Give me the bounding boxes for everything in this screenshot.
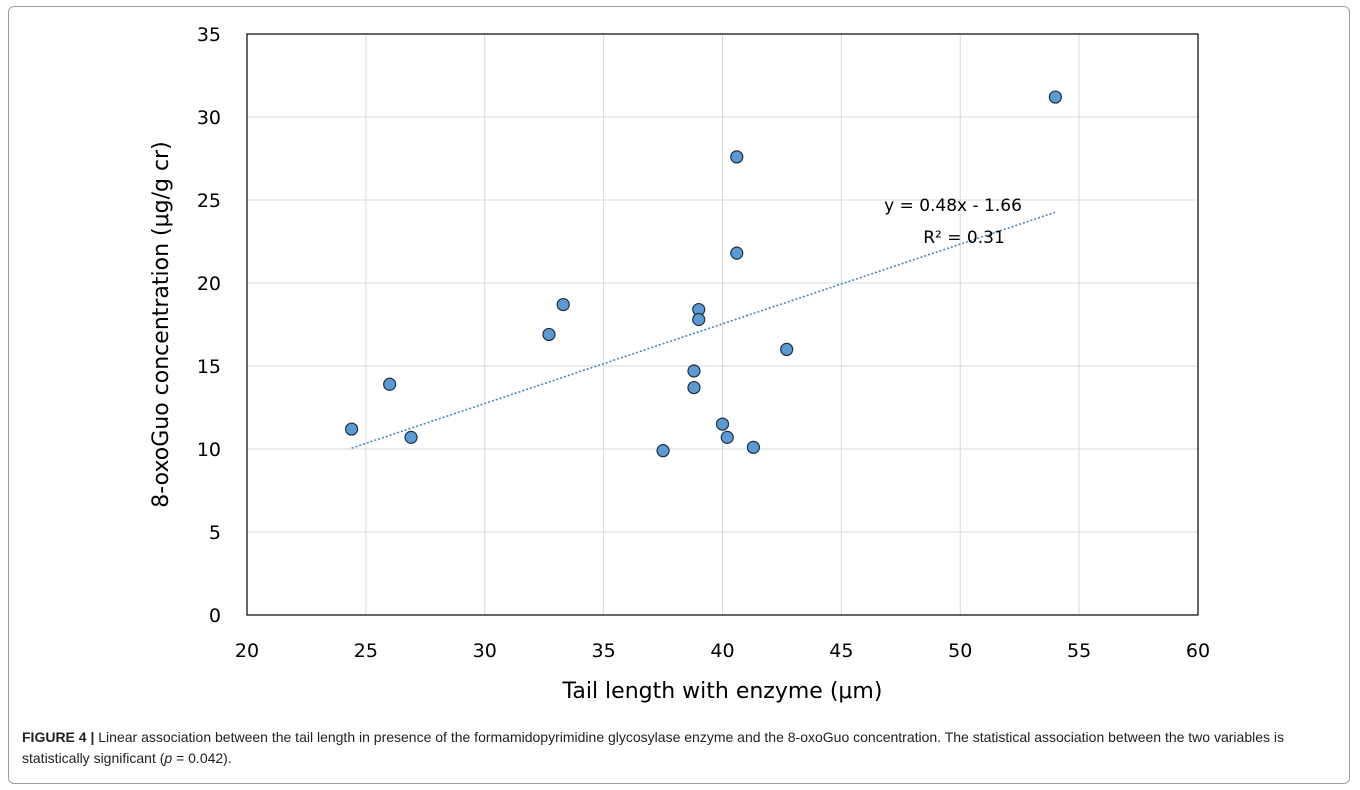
data-point-4 (542, 327, 556, 342)
p-symbol: p (164, 750, 173, 766)
y-axis-title: 8-oxoGuo concentration (μg/g cr) (149, 141, 174, 507)
data-point-6 (656, 444, 670, 458)
y-tick-label-0: 0 (209, 605, 221, 627)
figure-label: FIGURE 4 | (22, 729, 95, 745)
x-tick-label-45: 45 (829, 640, 853, 662)
data-point-3 (404, 430, 418, 444)
x-tick-label-30: 30 (473, 640, 497, 662)
x-axis-title: Tail length with enzyme (μm) (562, 679, 883, 704)
y-tick-label-20: 20 (197, 273, 221, 295)
y-tick-label-10: 10 (197, 439, 221, 461)
y-tick-labels: 0 5 10 15 20 25 30 35 (197, 24, 221, 627)
x-tick-label-40: 40 (710, 640, 734, 662)
y-tick-label-15: 15 (197, 356, 221, 378)
data-point-8 (687, 380, 701, 395)
x-tick-label-35: 35 (592, 640, 616, 662)
data-point-2 (383, 377, 397, 391)
x-tick-label-60: 60 (1186, 640, 1210, 662)
grid-lines (247, 34, 1198, 615)
figure-frame (8, 6, 1350, 784)
data-point-5 (556, 297, 570, 312)
caption-text-end: = 0.042). (172, 750, 232, 766)
caption-text-start: Linear association between the tail leng… (22, 729, 1284, 766)
data-point-12 (720, 430, 734, 444)
data-points (345, 90, 1062, 458)
plot-area-border (246, 33, 1199, 616)
y-tick-label-35: 35 (197, 24, 221, 46)
trendline-equation: y = 0.48x - 1.66 (884, 196, 1022, 216)
data-point-14 (730, 246, 744, 260)
trendline-r-squared: R² = 0.31 (923, 228, 1005, 248)
x-tick-label-25: 25 (354, 640, 378, 662)
y-tick-label-30: 30 (197, 107, 221, 129)
x-tick-label-20: 20 (235, 640, 259, 662)
data-point-15 (746, 440, 761, 454)
data-point-10 (692, 312, 706, 327)
data-point-11 (715, 417, 730, 431)
y-tick-label-5: 5 (209, 522, 221, 544)
x-tick-label-55: 55 (1067, 640, 1091, 662)
data-point-16 (780, 342, 794, 356)
x-tick-labels: 20 25 30 35 40 45 50 55 60 (235, 640, 1210, 662)
y-tick-label-25: 25 (197, 190, 221, 212)
data-point-13 (730, 150, 744, 164)
figure-caption: FIGURE 4 | Linear association between th… (22, 727, 1342, 769)
data-point-7 (687, 364, 701, 378)
x-tick-label-50: 50 (948, 640, 972, 662)
data-point-1 (345, 422, 359, 436)
data-point-17 (1048, 90, 1062, 104)
